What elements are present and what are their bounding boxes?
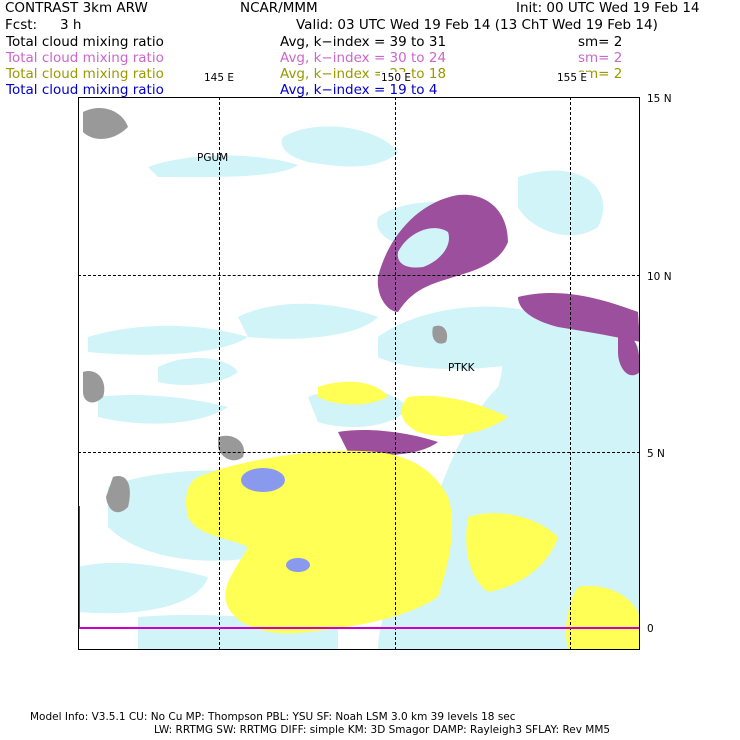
legend-field-1: Total cloud mixing ratio (6, 34, 164, 50)
lat-label-10n: 10 N (647, 271, 672, 283)
equator-line (78, 627, 640, 629)
model-info-line-1: Model Info: V3.5.1 CU: No Cu MP: Thompso… (30, 711, 516, 723)
yellow-field (186, 381, 640, 650)
grey-field (83, 107, 448, 513)
lon-label-150e: 150 E (380, 72, 413, 84)
forecast-hour: 3 h (60, 17, 82, 33)
parallel-5n (78, 452, 640, 453)
parallel-10n (78, 275, 640, 276)
lon-label-145e: 145 E (203, 72, 236, 84)
legend-range-2: Avg, k−index = 30 to 24 (280, 50, 447, 66)
cloud-mixing-ratio-fields (78, 107, 640, 650)
valid-time: Valid: 03 UTC Wed 19 Feb 14 (13 ChT Wed … (296, 17, 658, 33)
legend-range-3: Avg, k−index = 23 to 18 (280, 66, 447, 82)
legend-field-2: Total cloud mixing ratio (6, 50, 164, 66)
station-ptkk: PTKK (448, 362, 475, 374)
station-pgum: PGUM (197, 152, 229, 164)
blue-field (241, 468, 310, 572)
legend-range-4: Avg, k−index = 19 to 4 (280, 82, 438, 98)
legend-sm-2: sm= 2 (578, 50, 623, 66)
lat-label-15n: 15 N (647, 93, 672, 105)
meridian-150e (395, 97, 396, 650)
model-title: CONTRAST 3km ARW (5, 0, 148, 16)
lon-label-155e: 155 E (556, 72, 589, 84)
init-time: Init: 00 UTC Wed 19 Feb 14 (516, 0, 700, 16)
domain-edge-marker (78, 506, 80, 629)
source-label: NCAR/MMM (240, 0, 318, 16)
legend-field-4: Total cloud mixing ratio (6, 82, 164, 98)
legend-field-3: Total cloud mixing ratio (6, 66, 164, 82)
meridian-155e (570, 97, 571, 650)
legend-range-1: Avg, k−index = 39 to 31 (280, 34, 447, 50)
map-plot-area (78, 97, 640, 650)
forecast-label: Fcst: (5, 17, 38, 33)
legend-sm-3: sm= 2 (578, 66, 623, 82)
model-info-line-2: LW: RRTMG SW: RRTMG DIFF: simple KM: 3D … (154, 724, 611, 736)
lat-label-5n: 5 N (647, 448, 665, 460)
meridian-145e (219, 97, 220, 650)
lat-label-0: 0 (647, 623, 654, 635)
cyan-hole-in-purple (397, 228, 449, 268)
cloud-field-layer (78, 107, 640, 650)
legend-sm-1: sm= 2 (578, 34, 623, 50)
